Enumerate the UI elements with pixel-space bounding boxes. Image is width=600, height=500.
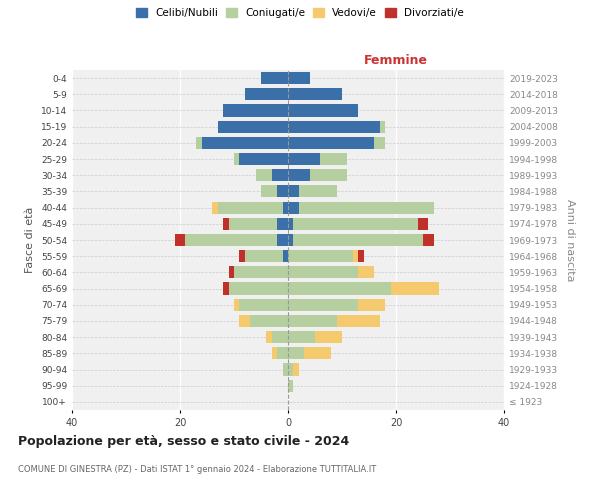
Text: COMUNE DI GINESTRA (PZ) - Dati ISTAT 1° gennaio 2024 - Elaborazione TUTTITALIA.I: COMUNE DI GINESTRA (PZ) - Dati ISTAT 1° … bbox=[18, 465, 376, 474]
Bar bbox=[245, 88, 288, 101]
Bar bbox=[223, 104, 288, 117]
Bar bbox=[175, 234, 185, 246]
Bar bbox=[277, 348, 288, 360]
Bar bbox=[293, 218, 418, 230]
Bar bbox=[239, 315, 250, 327]
Bar bbox=[304, 348, 331, 360]
Bar bbox=[261, 72, 288, 84]
Bar bbox=[261, 186, 277, 198]
Bar bbox=[272, 169, 288, 181]
Bar bbox=[234, 266, 288, 278]
Bar bbox=[288, 202, 299, 213]
Bar bbox=[288, 331, 315, 343]
Bar bbox=[288, 298, 358, 311]
Bar bbox=[283, 250, 288, 262]
Bar bbox=[229, 266, 234, 278]
Bar bbox=[234, 298, 239, 311]
Bar bbox=[358, 298, 385, 311]
Bar bbox=[288, 315, 337, 327]
Bar bbox=[288, 169, 310, 181]
Y-axis label: Anni di nascita: Anni di nascita bbox=[565, 198, 575, 281]
Bar bbox=[288, 88, 342, 101]
Bar bbox=[256, 169, 272, 181]
Bar bbox=[288, 234, 293, 246]
Bar bbox=[277, 186, 288, 198]
Bar bbox=[288, 250, 353, 262]
Bar bbox=[212, 202, 218, 213]
Bar bbox=[218, 120, 288, 132]
Text: Popolazione per età, sesso e stato civile - 2024: Popolazione per età, sesso e stato civil… bbox=[18, 435, 349, 448]
Bar bbox=[234, 153, 239, 165]
Bar bbox=[288, 153, 320, 165]
Bar bbox=[266, 331, 272, 343]
Bar bbox=[272, 331, 288, 343]
Bar bbox=[202, 137, 288, 149]
Bar bbox=[277, 234, 288, 246]
Bar bbox=[358, 250, 364, 262]
Legend: Celibi/Nubili, Coniugati/e, Vedovi/e, Divorziati/e: Celibi/Nubili, Coniugati/e, Vedovi/e, Di… bbox=[133, 5, 467, 21]
Bar bbox=[299, 186, 337, 198]
Bar bbox=[391, 282, 439, 294]
Bar bbox=[288, 104, 358, 117]
Bar bbox=[337, 315, 380, 327]
Text: Femmine: Femmine bbox=[364, 54, 428, 66]
Bar bbox=[288, 380, 293, 392]
Bar bbox=[283, 364, 288, 376]
Bar bbox=[272, 348, 277, 360]
Bar bbox=[239, 298, 288, 311]
Bar bbox=[288, 218, 293, 230]
Bar bbox=[196, 137, 202, 149]
Bar bbox=[310, 169, 347, 181]
Bar bbox=[288, 186, 299, 198]
Bar bbox=[223, 218, 229, 230]
Bar bbox=[299, 202, 434, 213]
Bar bbox=[288, 72, 310, 84]
Bar bbox=[185, 234, 277, 246]
Bar bbox=[283, 202, 288, 213]
Bar bbox=[245, 250, 283, 262]
Bar bbox=[250, 315, 288, 327]
Bar bbox=[315, 331, 342, 343]
Bar bbox=[374, 137, 385, 149]
Y-axis label: Fasce di età: Fasce di età bbox=[25, 207, 35, 273]
Bar bbox=[239, 250, 245, 262]
Bar bbox=[218, 202, 283, 213]
Bar bbox=[288, 282, 391, 294]
Bar bbox=[239, 153, 288, 165]
Bar bbox=[288, 364, 293, 376]
Bar bbox=[223, 282, 229, 294]
Bar bbox=[293, 364, 299, 376]
Bar bbox=[353, 250, 358, 262]
Bar bbox=[288, 137, 374, 149]
Bar bbox=[288, 120, 380, 132]
Bar bbox=[423, 234, 434, 246]
Bar bbox=[277, 218, 288, 230]
Bar bbox=[418, 218, 428, 230]
Bar bbox=[293, 234, 423, 246]
Bar bbox=[380, 120, 385, 132]
Bar bbox=[229, 218, 277, 230]
Bar bbox=[288, 348, 304, 360]
Bar bbox=[358, 266, 374, 278]
Bar bbox=[229, 282, 288, 294]
Bar bbox=[320, 153, 347, 165]
Bar bbox=[288, 266, 358, 278]
